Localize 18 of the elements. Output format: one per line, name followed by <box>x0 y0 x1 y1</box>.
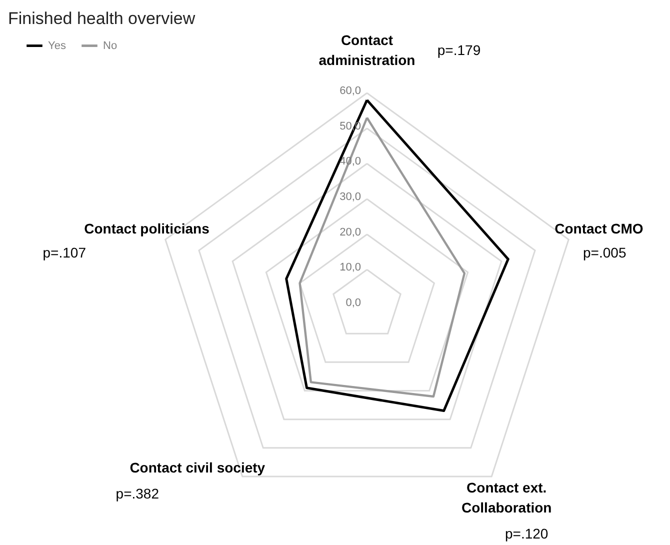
y-tick-label: 10,0 <box>340 262 361 274</box>
text: p=.179 <box>437 42 481 58</box>
text: p=.120 <box>505 526 548 542</box>
spoke-label: Contact CMO <box>554 220 644 236</box>
y-tick-label: 30,0 <box>340 191 361 203</box>
legend-label: No <box>103 40 118 52</box>
text: p=.005 <box>583 244 626 260</box>
text: p=.382 <box>116 486 160 502</box>
spoke-label: Contact civil society <box>130 460 266 476</box>
legend-label: Yes <box>48 40 66 52</box>
y-tick-label: 20,0 <box>340 226 361 238</box>
chart-title: Finished health overview <box>8 9 196 28</box>
y-tick-label: 0,0 <box>346 297 361 309</box>
spoke-label: Contact administration <box>318 32 416 68</box>
y-tick-label: 60,0 <box>340 85 361 97</box>
text: p=.107 <box>42 244 86 260</box>
spoke-label: Contact ext. Collaboration <box>461 480 552 516</box>
spoke-label: Contact politicians <box>84 220 210 236</box>
